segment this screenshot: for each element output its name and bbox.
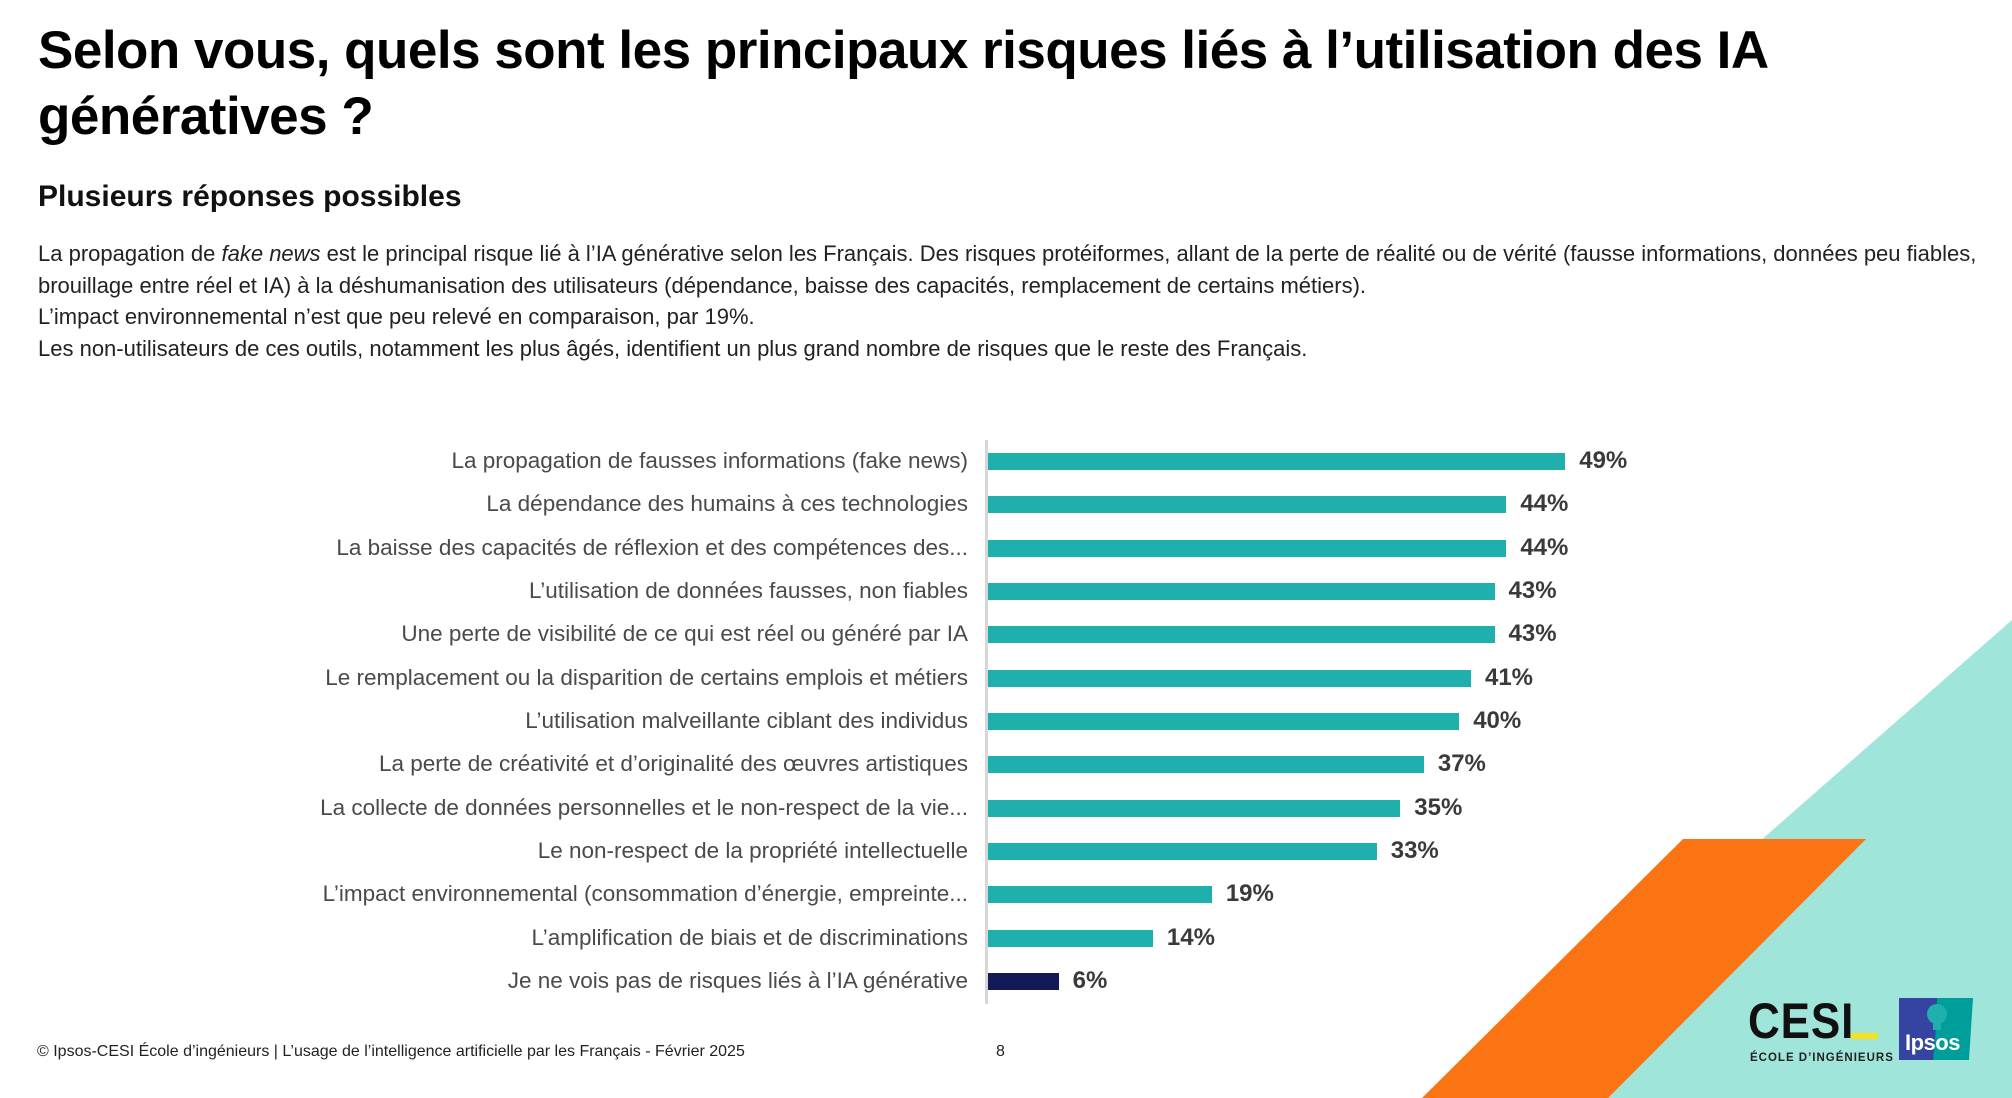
- page-subtitle: Plusieurs réponses possibles: [38, 180, 462, 213]
- value-label: 40%: [1473, 706, 1522, 734]
- summary-text: La propagation de fake news est le princ…: [38, 238, 1998, 364]
- bar: [988, 842, 1377, 860]
- bar: [988, 582, 1495, 600]
- cesi-logo-subtitle: ÉCOLE D’INGÉNIEURS: [1750, 1052, 1894, 1064]
- category-label: L’impact environnemental (consommation d…: [322, 881, 968, 907]
- chart-axis-line: [985, 440, 988, 1004]
- value-label: 6%: [1072, 966, 1108, 994]
- value-label: 37%: [1437, 750, 1486, 778]
- category-label: La collecte de données personnelles et l…: [320, 794, 968, 820]
- bar: [988, 539, 1507, 557]
- category-label: L’utilisation malveillante ciblant des i…: [525, 707, 968, 733]
- bar: [988, 756, 1424, 774]
- category-label: Je ne vois pas de risques liés à l’IA gé…: [507, 967, 968, 993]
- category-label: La dépendance des humains à ces technolo…: [486, 491, 968, 517]
- value-label: 44%: [1520, 533, 1569, 561]
- value-label: 35%: [1414, 793, 1463, 821]
- bar: [988, 886, 1212, 904]
- bar: [988, 669, 1471, 687]
- category-label: Le remplacement ou la disparition de cer…: [325, 664, 968, 690]
- value-label: 43%: [1508, 576, 1557, 604]
- value-label: 14%: [1166, 923, 1215, 951]
- category-label: L’utilisation de données fausses, non fi…: [528, 577, 968, 603]
- category-label: Le non-respect de la propriété intellect…: [537, 837, 968, 863]
- footer-source: © Ipsos-CESI École d’ingénieurs | L’usag…: [37, 1043, 745, 1060]
- bar: [988, 972, 1059, 990]
- bar: [988, 496, 1507, 514]
- cesi-logo-word: CESI: [1748, 993, 1855, 1049]
- ipsos-logo: Ipsos: [1899, 998, 1973, 1060]
- category-label: L’amplification de biais et de discrimin…: [531, 924, 968, 950]
- bar: [988, 799, 1401, 817]
- bar: [988, 712, 1460, 730]
- summary-paragraph-1: La propagation de fake news est le princ…: [38, 241, 1977, 298]
- bar: [988, 626, 1495, 644]
- cesi-logo-underscore: [1851, 1033, 1878, 1039]
- value-label: 19%: [1225, 880, 1274, 908]
- bar: [988, 929, 1153, 947]
- category-label: La baisse des capacités de réflexion et …: [336, 534, 968, 560]
- bar: [988, 453, 1566, 470]
- summary-paragraph-2: L’impact environnemental n’est que peu r…: [38, 304, 755, 329]
- fake-news-emphasis: fake news: [221, 241, 321, 266]
- value-label: 33%: [1390, 836, 1439, 864]
- category-label: Une perte de visibilité de ce qui est ré…: [401, 621, 968, 647]
- category-label: La propagation de fausses informations (…: [451, 448, 968, 473]
- value-label: 44%: [1520, 490, 1569, 518]
- page-title: Selon vous, quels sont les principaux ri…: [38, 21, 1767, 146]
- value-label: 43%: [1508, 620, 1557, 648]
- cesi-logo: CESI ÉCOLE D’INGÉNIEURS: [1748, 993, 1893, 1066]
- orange-parallelogram-shape: [1422, 839, 1866, 1098]
- ipsos-logo-background: [1899, 998, 1973, 1060]
- summary-paragraph-3: Les non-utilisateurs de ces outils, nota…: [38, 335, 1308, 361]
- page-number: 8: [996, 1043, 1005, 1060]
- category-label: La perte de créativité et d’originalité …: [378, 751, 968, 777]
- ipsos-logo-word: Ipsos: [1905, 1030, 1960, 1055]
- value-label: 41%: [1484, 663, 1534, 691]
- value-label: 49%: [1579, 447, 1628, 474]
